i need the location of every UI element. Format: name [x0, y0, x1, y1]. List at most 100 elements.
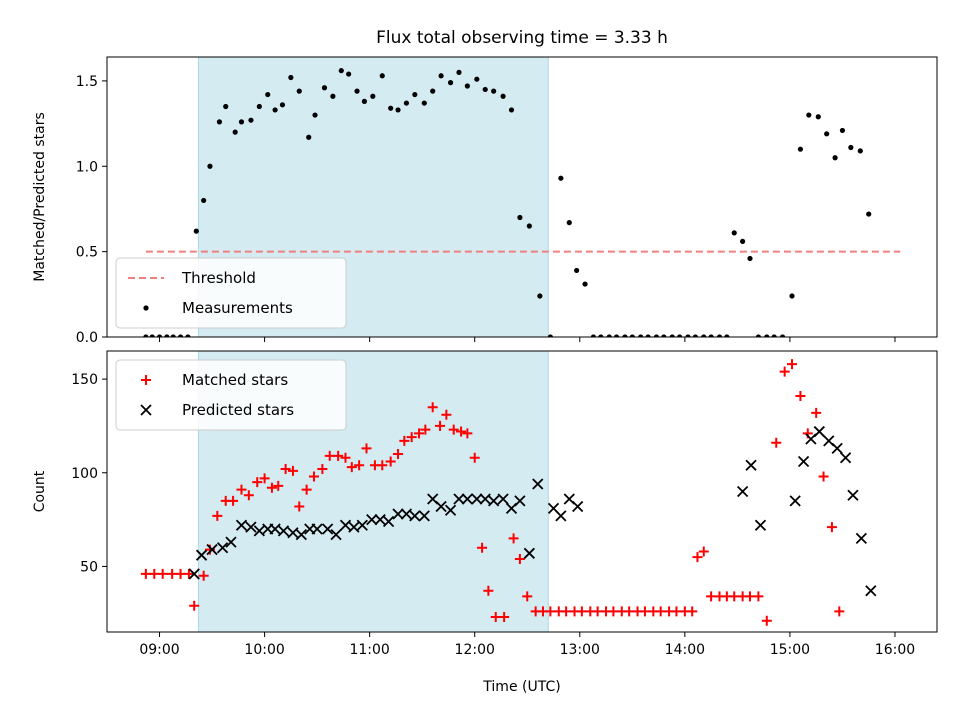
- plus-glyph: [779, 366, 790, 377]
- predicted-stars-point: [321, 523, 334, 535]
- plus-glyph: [508, 533, 519, 544]
- x-glyph: [321, 523, 334, 535]
- measurement-point: [370, 93, 376, 99]
- measurement-point: [185, 334, 191, 337]
- matched-stars-point: [671, 606, 682, 617]
- measurement-point: [248, 117, 254, 123]
- x-glyph: [555, 510, 567, 522]
- x-glyph: [339, 519, 352, 531]
- measurement-point: [156, 334, 163, 337]
- matched-stars-point: [377, 460, 388, 471]
- x-glyph: [277, 525, 290, 537]
- matched-stars-point: [259, 473, 270, 484]
- measurement-point: [464, 83, 470, 89]
- x-axis-label: Time (UTC): [482, 679, 560, 695]
- measurement-point: [797, 146, 804, 152]
- series-predicted-stars: [188, 425, 877, 597]
- measurement-point: [143, 334, 149, 337]
- plus-glyph: [346, 462, 357, 473]
- predicted-stars-point: [855, 532, 867, 544]
- y-tick-label: 1.5: [76, 74, 98, 90]
- plus-glyph: [189, 600, 200, 611]
- predicted-stars-point: [523, 547, 535, 559]
- legend: Threshold Measurements: [115, 257, 347, 329]
- matched-stars-point: [167, 568, 178, 579]
- measurement-point: [491, 88, 497, 94]
- measurement-point: [645, 334, 651, 337]
- measurement-point: [149, 334, 155, 337]
- measurement-point: [789, 293, 795, 299]
- legend-label: Predicted stars: [182, 401, 294, 419]
- plus-glyph: [469, 452, 480, 463]
- measurement-point: [676, 334, 683, 337]
- x-glyph: [479, 493, 491, 505]
- measurement-point: [590, 334, 597, 337]
- plus-glyph: [706, 591, 717, 602]
- predicted-stars-point: [497, 493, 509, 505]
- measurement-point: [482, 86, 488, 93]
- matched-stars-point: [795, 390, 806, 401]
- plus-glyph: [354, 460, 365, 471]
- predicted-stars-point: [479, 493, 491, 505]
- measurement-point: [438, 73, 444, 79]
- predicted-stars-point: [188, 568, 200, 580]
- x-glyph: [461, 493, 474, 505]
- measurement-point: [613, 334, 620, 337]
- x-glyph: [235, 519, 248, 531]
- measurement-point: [500, 93, 506, 99]
- x-glyph: [382, 515, 395, 528]
- measurement-point: [708, 334, 714, 337]
- matched-stars-point: [324, 450, 335, 461]
- plus-glyph: [698, 546, 709, 557]
- matched-stars-point: [228, 495, 239, 506]
- plus-glyph: [140, 568, 151, 579]
- measurement-point: [312, 112, 318, 118]
- matched-stars-point: [729, 591, 740, 602]
- matched-stars-point: [157, 568, 168, 579]
- predicted-stars-point: [366, 513, 378, 526]
- predicted-stars-point: [356, 519, 368, 531]
- ratio-panel: 0.0 0.5 1.0 1.5 Matched/Predicted stars Thres…: [32, 56, 938, 346]
- plus-glyph: [167, 568, 178, 579]
- plus-glyph: [420, 424, 431, 435]
- plus-glyph: [761, 615, 772, 626]
- series-measurements: [143, 68, 872, 337]
- plus-glyph: [175, 568, 186, 579]
- measurement-point: [201, 197, 207, 204]
- plus-glyph: [406, 432, 417, 443]
- measurement-point: [806, 112, 812, 118]
- matched-stars-point: [477, 542, 488, 553]
- predicted-stars-point: [471, 493, 483, 505]
- predicted-stars-point: [736, 485, 749, 498]
- predicted-stars-point: [235, 519, 248, 531]
- x-tick-label: 11:00: [349, 642, 389, 658]
- measurement-point: [216, 119, 223, 125]
- measurement-point: [306, 134, 312, 140]
- matched-stars-point: [141, 375, 151, 385]
- measurement-point: [430, 88, 436, 94]
- predicted-stars-point: [400, 508, 413, 520]
- matched-stars-point: [287, 465, 298, 476]
- matched-stars-point: [280, 464, 291, 475]
- x-glyph: [497, 493, 509, 505]
- measurement-point: [771, 334, 777, 337]
- legend: Matched stars Predicted stars: [115, 359, 347, 431]
- plus-glyph: [212, 510, 223, 521]
- plus-glyph: [462, 428, 473, 439]
- predicted-stars-point: [831, 442, 843, 455]
- plus-glyph: [787, 359, 798, 370]
- x-glyph: [865, 585, 877, 597]
- measurement-point: [857, 148, 863, 154]
- matched-stars-point: [414, 428, 425, 439]
- plus-glyph: [795, 390, 806, 401]
- legend-label: Threshold: [181, 269, 256, 287]
- x-tick-label: 13:00: [560, 642, 600, 658]
- plus-glyph: [441, 409, 452, 420]
- x-glyph: [356, 519, 368, 531]
- matched-stars-point: [706, 591, 717, 602]
- predicted-stars-point: [847, 489, 859, 501]
- measurement-point: [701, 334, 707, 337]
- plus-glyph: [639, 606, 650, 617]
- matched-stars-point: [435, 420, 446, 431]
